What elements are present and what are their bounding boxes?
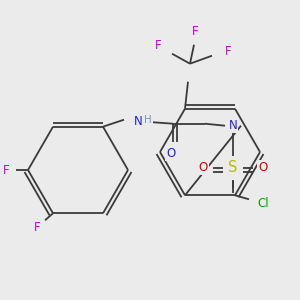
Text: N: N	[134, 115, 142, 128]
Text: S: S	[228, 160, 238, 175]
Text: H: H	[144, 115, 152, 125]
Text: F: F	[34, 221, 40, 234]
Text: F: F	[225, 45, 231, 58]
Text: F: F	[155, 39, 161, 52]
Text: N: N	[229, 119, 237, 132]
Text: O: O	[167, 147, 176, 160]
Text: F: F	[3, 164, 9, 176]
Text: O: O	[198, 161, 208, 174]
Text: O: O	[258, 161, 268, 174]
Text: F: F	[192, 25, 198, 38]
Text: Cl: Cl	[257, 197, 269, 210]
